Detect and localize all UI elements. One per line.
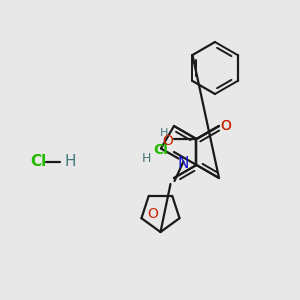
Text: Cl: Cl <box>30 154 46 169</box>
Text: N: N <box>178 156 189 171</box>
Text: H: H <box>64 154 76 169</box>
Text: Cl: Cl <box>153 143 168 157</box>
Text: O: O <box>163 134 173 148</box>
Text: O: O <box>220 119 231 133</box>
Text: O: O <box>220 119 231 133</box>
Text: H: H <box>160 128 169 138</box>
Text: H: H <box>142 152 151 165</box>
Text: O: O <box>148 207 158 221</box>
